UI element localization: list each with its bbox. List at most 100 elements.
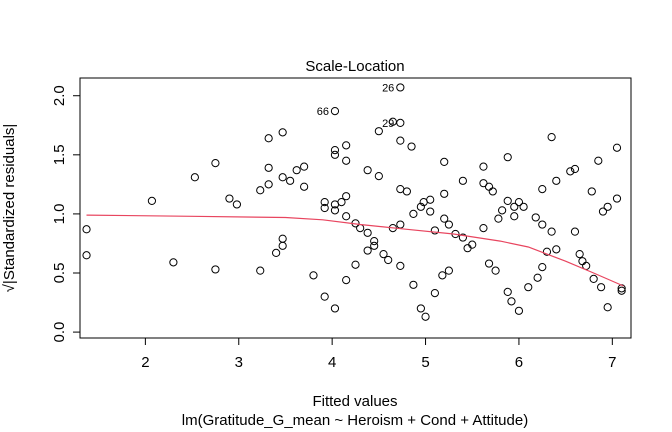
data-point — [370, 241, 379, 250]
data-point — [374, 171, 383, 181]
data-point — [421, 312, 430, 321]
data-point — [256, 266, 265, 275]
data-point — [547, 227, 556, 236]
data-point — [538, 184, 547, 194]
data-point — [617, 286, 626, 295]
data-point — [444, 266, 453, 275]
data-point — [458, 233, 467, 242]
data-point — [494, 214, 503, 223]
x-axis-label: Fitted values — [312, 393, 397, 410]
annotation-layer: 26 66 29 — [317, 82, 405, 130]
labeled-point — [396, 83, 405, 92]
y-axis: 0.0 0.5 1.0 1.5 2.0 — [51, 85, 81, 343]
data-point — [510, 212, 519, 221]
labeled-point — [330, 106, 340, 116]
y-tick-label: 1.5 — [51, 144, 68, 165]
data-point — [589, 274, 598, 284]
data-point — [363, 228, 372, 237]
data-point — [169, 258, 178, 267]
y-axis-label: √|Standardized residuals| — [1, 124, 18, 293]
smoother-line — [86, 214, 624, 287]
data-point — [190, 173, 199, 182]
data-point — [598, 207, 608, 216]
data-point — [538, 262, 547, 272]
data-point — [458, 176, 467, 185]
x-tick-label: 7 — [608, 354, 616, 371]
data-point — [264, 163, 273, 172]
data-point — [503, 153, 512, 162]
data-point — [597, 283, 606, 292]
data-point — [278, 241, 287, 250]
data-point — [507, 297, 516, 306]
data-point — [409, 209, 418, 219]
data-point — [211, 158, 220, 168]
data-point — [379, 249, 388, 259]
data-point — [587, 187, 596, 196]
data-point — [416, 304, 425, 313]
data-point — [416, 202, 425, 211]
x-tick-label: 4 — [328, 354, 336, 371]
data-point — [430, 288, 439, 298]
data-point — [426, 195, 435, 204]
data-point — [519, 202, 528, 211]
data-point — [547, 132, 556, 142]
x-tick-label: 5 — [421, 354, 429, 371]
data-point — [575, 249, 584, 259]
data-point — [407, 142, 416, 151]
data-point — [232, 200, 241, 209]
data-point — [498, 206, 507, 215]
x-tick-label: 6 — [515, 354, 523, 371]
data-point — [342, 156, 351, 165]
data-point — [533, 273, 542, 282]
data-point — [264, 180, 273, 189]
data-point — [444, 220, 453, 229]
data-point — [570, 164, 580, 174]
data-point — [552, 176, 561, 185]
data-point — [384, 255, 393, 265]
data-point — [342, 192, 351, 201]
data-point — [320, 203, 329, 213]
data-point — [488, 187, 497, 196]
data-point — [426, 207, 435, 216]
data-point — [342, 212, 351, 221]
data-point — [211, 265, 220, 274]
x-axis: 2 3 4 5 6 7 — [141, 337, 616, 371]
data-point — [320, 197, 329, 207]
data-point — [278, 173, 287, 182]
data-point — [603, 202, 612, 211]
data-point — [503, 287, 512, 297]
data-point — [396, 261, 405, 271]
y-tick-label: 0.0 — [51, 322, 68, 343]
data-point — [612, 194, 622, 203]
chart-title: Scale-Location — [305, 58, 404, 75]
data-point — [440, 214, 449, 223]
data-point — [538, 220, 547, 229]
data-point — [330, 206, 340, 215]
data-point — [438, 271, 447, 280]
data-point — [514, 306, 524, 315]
data-point — [552, 245, 561, 254]
data-point — [147, 196, 157, 206]
y-tick-label: 2.0 — [51, 85, 68, 106]
data-point — [286, 176, 295, 185]
data-point — [484, 259, 494, 268]
data-point — [402, 187, 411, 196]
data-point — [430, 226, 439, 235]
data-point — [342, 141, 351, 150]
y-tick-label: 0.5 — [51, 263, 68, 284]
data-point — [524, 283, 533, 292]
data-point — [510, 202, 519, 211]
x-tick-label: 2 — [141, 354, 149, 371]
data-point — [330, 304, 340, 313]
data-point — [82, 251, 91, 260]
data-point — [612, 143, 622, 152]
data-point — [309, 271, 318, 280]
data-point — [278, 128, 287, 137]
data-point — [531, 213, 540, 222]
data-point — [479, 162, 488, 171]
data-point — [396, 136, 405, 145]
data-point — [503, 196, 512, 206]
x-tick-label: 3 — [235, 354, 243, 371]
data-point — [82, 225, 91, 234]
